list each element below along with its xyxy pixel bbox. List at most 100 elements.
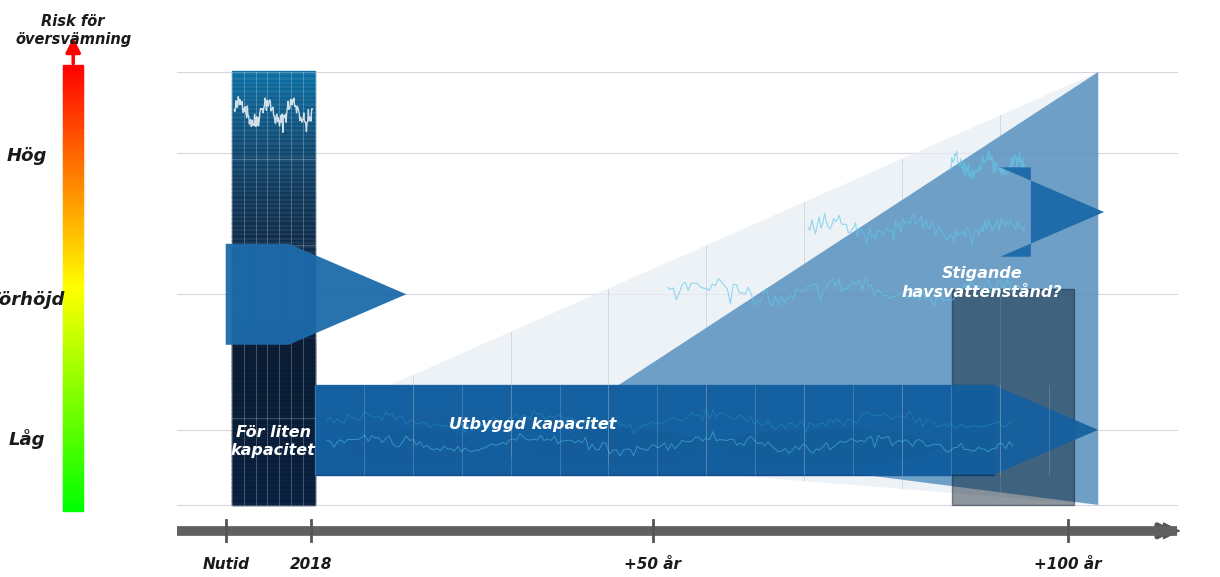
Bar <box>63 125 83 129</box>
Bar <box>232 409 315 414</box>
Bar <box>232 188 315 193</box>
Bar <box>315 413 994 414</box>
Bar <box>63 387 83 392</box>
Bar <box>63 354 83 359</box>
Bar <box>315 411 994 413</box>
Bar <box>315 448 994 450</box>
Bar <box>315 458 994 460</box>
Bar <box>315 403 994 405</box>
Bar <box>315 402 994 403</box>
Bar <box>232 343 315 349</box>
Bar <box>232 331 315 336</box>
Bar <box>315 463 994 464</box>
Bar <box>232 275 315 280</box>
Bar <box>315 390 994 392</box>
Ellipse shape <box>534 430 705 464</box>
Bar <box>315 441 994 443</box>
Bar <box>232 499 315 505</box>
Bar <box>232 396 315 401</box>
Bar <box>315 457 994 459</box>
Bar <box>63 228 83 233</box>
Bar <box>315 403 994 404</box>
Bar <box>63 136 83 140</box>
Bar <box>232 283 315 288</box>
Bar <box>232 214 315 219</box>
Text: Låg: Låg <box>9 429 45 448</box>
Bar <box>63 143 83 148</box>
Bar <box>63 217 83 222</box>
Bar <box>315 469 994 470</box>
Bar <box>63 365 83 370</box>
Bar <box>63 480 83 485</box>
Bar <box>315 462 994 463</box>
Bar <box>232 88 315 94</box>
Bar <box>315 410 994 412</box>
Text: Förhöjd: Förhöjd <box>0 291 65 309</box>
Bar <box>232 253 315 258</box>
Bar <box>63 76 83 81</box>
Bar <box>315 460 994 462</box>
Bar <box>63 376 83 381</box>
Bar <box>63 339 83 344</box>
Bar <box>63 243 83 248</box>
Bar <box>232 249 315 254</box>
Bar <box>315 428 994 430</box>
Bar <box>232 387 315 392</box>
Bar <box>315 419 994 421</box>
Bar <box>63 84 83 89</box>
Bar <box>63 132 83 137</box>
Bar <box>63 158 83 163</box>
Bar <box>232 348 315 353</box>
Bar <box>315 444 994 445</box>
Bar <box>232 439 315 444</box>
Bar <box>315 421 994 423</box>
Bar <box>63 213 83 218</box>
Bar <box>232 71 315 77</box>
Bar <box>232 400 315 405</box>
Bar <box>315 385 994 387</box>
Bar <box>315 449 994 451</box>
Bar <box>232 240 315 245</box>
Bar <box>63 162 83 166</box>
Bar <box>232 140 315 146</box>
Bar <box>232 324 315 390</box>
Bar <box>232 340 315 505</box>
Bar <box>315 422 994 424</box>
Bar <box>315 417 994 419</box>
Bar <box>315 447 994 449</box>
Bar <box>63 413 83 418</box>
Bar <box>232 149 315 154</box>
Bar <box>232 339 315 345</box>
Text: För liten
kapacitet: För liten kapacitet <box>231 425 316 458</box>
Bar <box>315 409 994 411</box>
Bar <box>63 165 83 170</box>
Bar <box>315 425 994 426</box>
Bar <box>232 102 315 107</box>
Bar <box>315 407 994 409</box>
Bar <box>315 440 994 442</box>
Bar <box>315 451 994 452</box>
Bar <box>63 209 83 215</box>
Bar <box>232 93 315 98</box>
Bar <box>315 408 994 410</box>
Bar <box>63 239 83 244</box>
Bar <box>63 443 83 448</box>
Bar <box>63 117 83 122</box>
Bar <box>232 430 315 436</box>
Text: Hög: Hög <box>6 147 48 165</box>
Bar <box>63 280 83 285</box>
Bar <box>315 421 994 422</box>
Bar <box>232 448 315 453</box>
Bar <box>232 166 315 172</box>
Bar <box>315 439 994 440</box>
Bar <box>232 361 315 366</box>
Bar <box>315 466 994 468</box>
Bar <box>232 132 315 137</box>
Bar <box>63 91 83 96</box>
Bar <box>315 465 994 467</box>
Bar <box>315 397 994 399</box>
Bar <box>232 158 315 163</box>
Bar <box>63 276 83 281</box>
Bar <box>63 324 83 329</box>
Bar <box>315 453 994 455</box>
